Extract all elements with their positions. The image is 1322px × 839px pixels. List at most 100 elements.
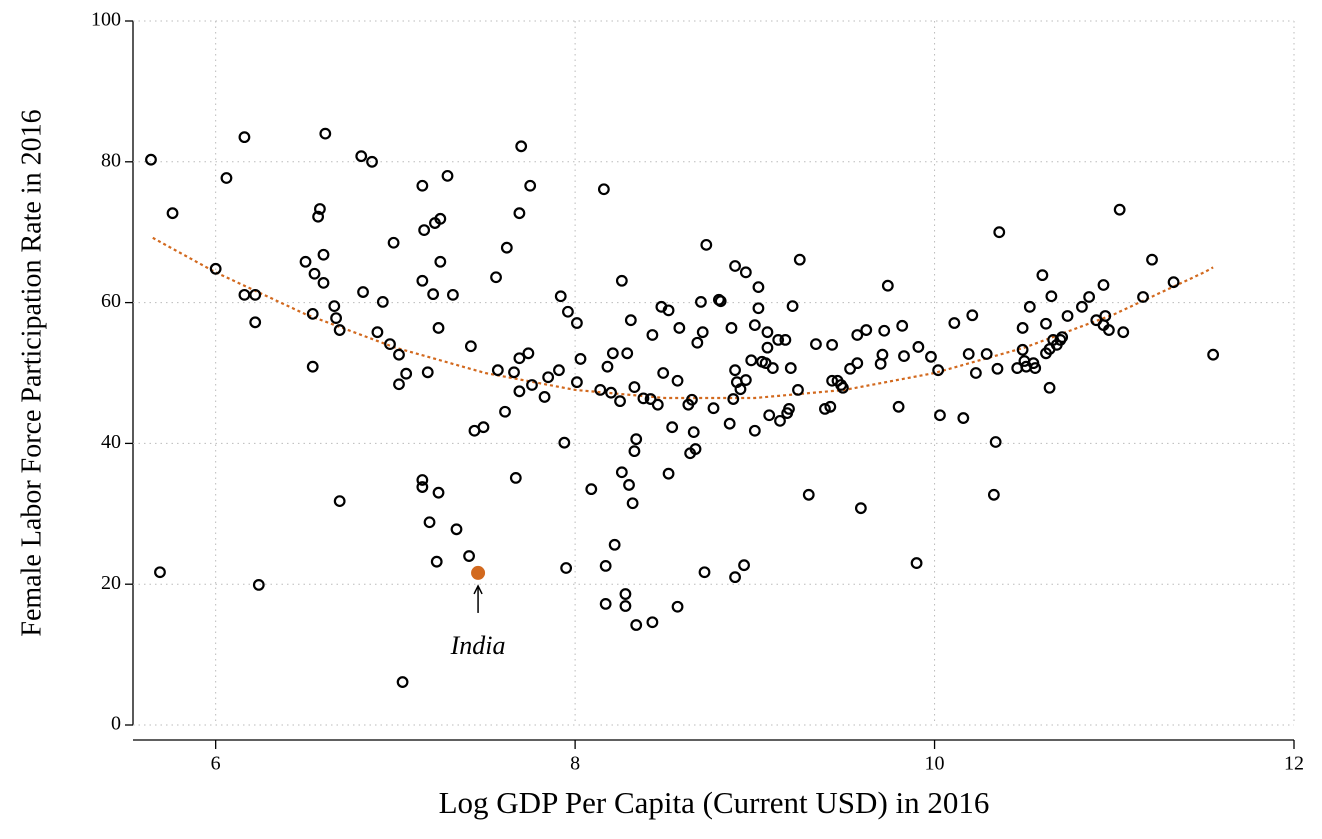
point xyxy=(499,405,511,418)
point xyxy=(416,274,429,287)
point xyxy=(1043,381,1056,394)
point xyxy=(673,322,686,334)
point xyxy=(166,207,179,220)
point xyxy=(416,481,429,493)
point xyxy=(725,322,738,334)
point xyxy=(628,445,641,458)
point xyxy=(416,179,429,192)
point xyxy=(376,295,389,308)
point xyxy=(619,600,632,612)
point xyxy=(615,466,628,479)
point xyxy=(249,316,262,329)
point xyxy=(644,393,657,405)
point xyxy=(752,281,765,294)
point xyxy=(434,255,447,268)
point xyxy=(766,362,779,374)
point xyxy=(980,348,993,360)
point xyxy=(538,391,551,403)
point xyxy=(599,559,612,572)
point xyxy=(1137,291,1149,303)
point xyxy=(558,436,571,449)
point xyxy=(500,241,513,254)
point xyxy=(427,288,440,301)
point xyxy=(687,426,700,439)
y-tick-label: 60 xyxy=(101,290,121,312)
point xyxy=(819,403,831,415)
annotation: India xyxy=(450,631,506,660)
point xyxy=(851,357,864,370)
point xyxy=(748,424,761,437)
point xyxy=(508,366,520,379)
point xyxy=(1016,322,1029,334)
point xyxy=(989,436,1002,448)
point xyxy=(619,588,632,600)
point xyxy=(571,376,583,389)
point xyxy=(387,236,400,249)
point xyxy=(792,383,804,396)
point xyxy=(761,326,774,339)
point xyxy=(621,347,634,360)
y-tick-label: 100 xyxy=(91,9,121,31)
point xyxy=(723,417,736,430)
point xyxy=(662,304,675,317)
point xyxy=(509,471,522,484)
point xyxy=(434,212,447,225)
point xyxy=(423,516,436,529)
point xyxy=(601,360,614,373)
point xyxy=(810,338,822,351)
point xyxy=(646,616,659,629)
point xyxy=(384,338,396,351)
point xyxy=(630,433,643,446)
point xyxy=(542,371,555,384)
point xyxy=(1045,290,1058,303)
x-axis-label: Log GDP Per Capita (Current USD) in 2016 xyxy=(439,785,990,820)
point xyxy=(606,347,619,360)
point xyxy=(562,305,574,318)
point xyxy=(892,400,905,413)
point xyxy=(450,523,463,536)
point xyxy=(793,253,806,266)
point xyxy=(1029,362,1042,374)
point xyxy=(306,307,319,320)
x-tick-label: 12 xyxy=(1284,753,1304,775)
point xyxy=(1076,300,1088,313)
point xyxy=(312,210,325,223)
point xyxy=(574,353,587,365)
point xyxy=(881,279,894,292)
point xyxy=(624,314,637,327)
point xyxy=(729,571,741,584)
point xyxy=(317,248,330,261)
y-tick-label: 0 xyxy=(111,713,121,735)
point xyxy=(553,364,565,377)
point xyxy=(357,286,369,298)
point xyxy=(957,412,970,424)
point xyxy=(774,414,786,427)
point xyxy=(689,443,702,455)
point xyxy=(145,153,157,166)
point xyxy=(824,400,837,413)
point xyxy=(513,352,526,365)
point xyxy=(860,324,873,336)
highlight-point xyxy=(471,565,486,580)
point xyxy=(637,392,650,405)
point xyxy=(630,619,643,631)
point xyxy=(623,479,635,491)
point xyxy=(515,140,528,153)
y-tick-label: 40 xyxy=(101,431,121,453)
point xyxy=(252,579,265,591)
point xyxy=(430,555,443,568)
point xyxy=(355,150,368,163)
point xyxy=(154,566,166,579)
point xyxy=(745,354,758,367)
point xyxy=(851,329,864,341)
point xyxy=(1040,317,1052,330)
point xyxy=(522,347,535,360)
point xyxy=(878,324,891,337)
point xyxy=(314,203,326,215)
point xyxy=(987,488,1000,501)
point xyxy=(712,293,725,306)
point xyxy=(1167,276,1180,289)
point xyxy=(1016,343,1029,356)
point xyxy=(671,600,684,613)
point xyxy=(700,238,713,251)
